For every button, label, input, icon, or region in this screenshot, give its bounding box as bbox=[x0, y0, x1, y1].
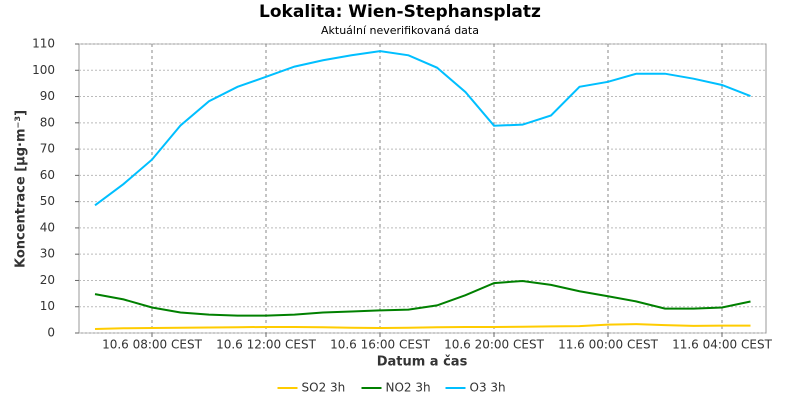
x-tick-label: 10.6 08:00 CEST bbox=[102, 338, 203, 352]
y-tick-label: 10 bbox=[40, 299, 55, 313]
legend-label: SO2 3h bbox=[302, 381, 346, 395]
legend-label: NO2 3h bbox=[386, 381, 431, 395]
chart-title: Lokalita: Wien-Stephansplatz bbox=[259, 2, 541, 22]
x-tick-label: 10.6 12:00 CEST bbox=[216, 338, 317, 352]
x-tick-label: 10.6 20:00 CEST bbox=[444, 338, 545, 352]
y-tick-label: 110 bbox=[32, 37, 55, 51]
y-tick-label: 100 bbox=[32, 63, 55, 77]
y-tick-label: 40 bbox=[40, 220, 55, 234]
x-tick-label: 11.6 04:00 CEST bbox=[672, 338, 773, 352]
x-tick-label: 10.6 16:00 CEST bbox=[330, 338, 431, 352]
y-tick-label: 90 bbox=[40, 89, 55, 103]
chart-subtitle: Aktuální neverifikovaná data bbox=[321, 24, 479, 37]
y-tick-label: 80 bbox=[40, 115, 55, 129]
line-series bbox=[94, 50, 751, 207]
y-tick-label: 60 bbox=[40, 168, 55, 182]
y-tick-label: 20 bbox=[40, 273, 55, 287]
line-series bbox=[94, 323, 751, 331]
x-tick-label: 11.6 00:00 CEST bbox=[558, 338, 659, 352]
legend-label: O3 3h bbox=[470, 381, 506, 395]
y-tick-label: 50 bbox=[40, 194, 55, 208]
plot-area bbox=[78, 43, 767, 334]
y-axis-title: Koncentrace [µg·m⁻³] bbox=[14, 110, 29, 268]
y-tick-label: 70 bbox=[40, 142, 55, 156]
line-series bbox=[94, 279, 751, 317]
x-axis-title: Datum a čas bbox=[377, 355, 468, 370]
y-tick-label: 30 bbox=[40, 247, 55, 261]
y-tick-label: 0 bbox=[47, 326, 55, 340]
